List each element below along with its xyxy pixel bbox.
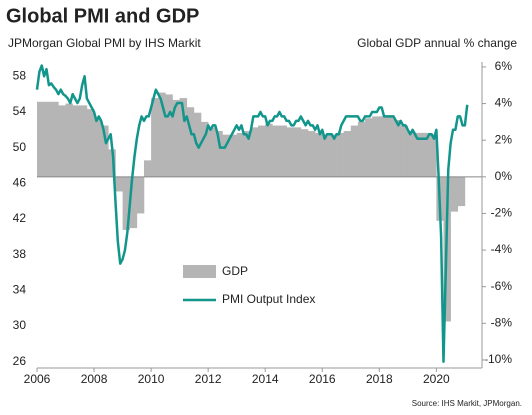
bar: [186, 107, 195, 177]
y2-tick-label: -2%: [491, 206, 513, 220]
bar: [222, 134, 230, 177]
y2-tick-label: -6%: [491, 279, 513, 293]
bar: [315, 132, 323, 177]
y-tick-label: 26: [13, 354, 27, 368]
bar: [407, 131, 416, 177]
bar: [414, 132, 423, 177]
bar: [372, 116, 380, 177]
bar: [208, 127, 216, 177]
y-tick-label: 42: [13, 211, 27, 225]
legend-label: GDP: [222, 264, 248, 278]
y-tick-label: 46: [13, 176, 27, 190]
y-tick-label: 30: [13, 318, 27, 332]
y2-tick-label: 2%: [495, 132, 513, 146]
source: Source: IHS Markit, JPMorgan.: [412, 399, 522, 408]
bar: [115, 176, 123, 192]
y2-axis-label: Global GDP annual % change: [357, 36, 517, 50]
bar: [272, 125, 280, 177]
bar: [72, 105, 81, 177]
bar: [172, 99, 180, 177]
x-tick-label: 2010: [138, 372, 165, 386]
y-tick-label: 38: [13, 247, 27, 261]
bar: [129, 176, 138, 229]
bar: [457, 176, 466, 207]
bar: [429, 134, 437, 177]
bar: [350, 125, 359, 177]
x-tick-label: 2020: [423, 372, 450, 386]
y2-tick-label: -4%: [491, 242, 513, 256]
bar: [165, 94, 173, 177]
legend-label: PMI Output Index: [222, 292, 315, 306]
bar: [136, 176, 145, 214]
bar: [243, 131, 252, 177]
bar: [300, 129, 309, 177]
x-tick-label: 2008: [81, 372, 108, 386]
bar: [179, 98, 188, 177]
bar: [215, 131, 223, 177]
bar: [279, 125, 287, 177]
chart-title: Global PMI and GDP: [6, 5, 199, 27]
bar: [37, 101, 45, 177]
bar: [258, 125, 266, 177]
x-tick-label: 2014: [252, 372, 279, 386]
bar: [357, 121, 366, 177]
bar: [143, 160, 152, 177]
y2-tick-label: -10%: [484, 352, 512, 366]
bar: [79, 105, 88, 177]
bar: [58, 105, 66, 177]
bar: [108, 149, 116, 177]
bar: [329, 134, 337, 177]
bar: [151, 98, 159, 177]
bar: [94, 118, 102, 177]
y-axis-label: JPMorgan Global PMI by IHS Markit: [8, 36, 201, 50]
legend-swatch: [183, 265, 216, 278]
bar: [400, 125, 409, 177]
y2-tick-label: -8%: [491, 315, 513, 329]
bar: [322, 134, 330, 177]
bar: [86, 109, 95, 177]
bar: [336, 132, 344, 177]
y-tick-label: 34: [13, 283, 27, 297]
x-tick-label: 2012: [195, 372, 222, 386]
y-tick-label: 50: [13, 140, 27, 154]
y2-tick-label: 6%: [495, 59, 513, 73]
x-tick-label: 2018: [366, 372, 393, 386]
bar: [293, 127, 302, 177]
bar: [422, 132, 430, 177]
y2-tick-label: 4%: [495, 96, 513, 110]
bar: [201, 121, 209, 177]
bar: [44, 101, 52, 177]
bar: [286, 127, 295, 177]
bar: [236, 132, 245, 177]
bar: [343, 131, 352, 177]
bar: [158, 92, 166, 177]
x-tick-label: 2006: [24, 372, 51, 386]
x-tick-label: 2016: [309, 372, 336, 386]
y2-tick-label: 0%: [495, 169, 513, 183]
bar: [307, 131, 316, 177]
bar: [250, 127, 259, 177]
y-tick-label: 54: [13, 104, 27, 118]
bar: [265, 123, 273, 177]
bar: [229, 134, 237, 177]
legend: GDP PMI Output Index: [183, 264, 315, 306]
bar: [101, 125, 109, 177]
bar: [450, 176, 459, 212]
bar: [386, 116, 394, 177]
bar: [51, 101, 59, 177]
bar: [365, 118, 373, 177]
bar: [65, 103, 73, 177]
bar: [393, 120, 402, 177]
bar: [379, 116, 387, 177]
bar: [122, 176, 131, 230]
y-tick-label: 58: [13, 68, 27, 82]
line: [35, 64, 469, 364]
